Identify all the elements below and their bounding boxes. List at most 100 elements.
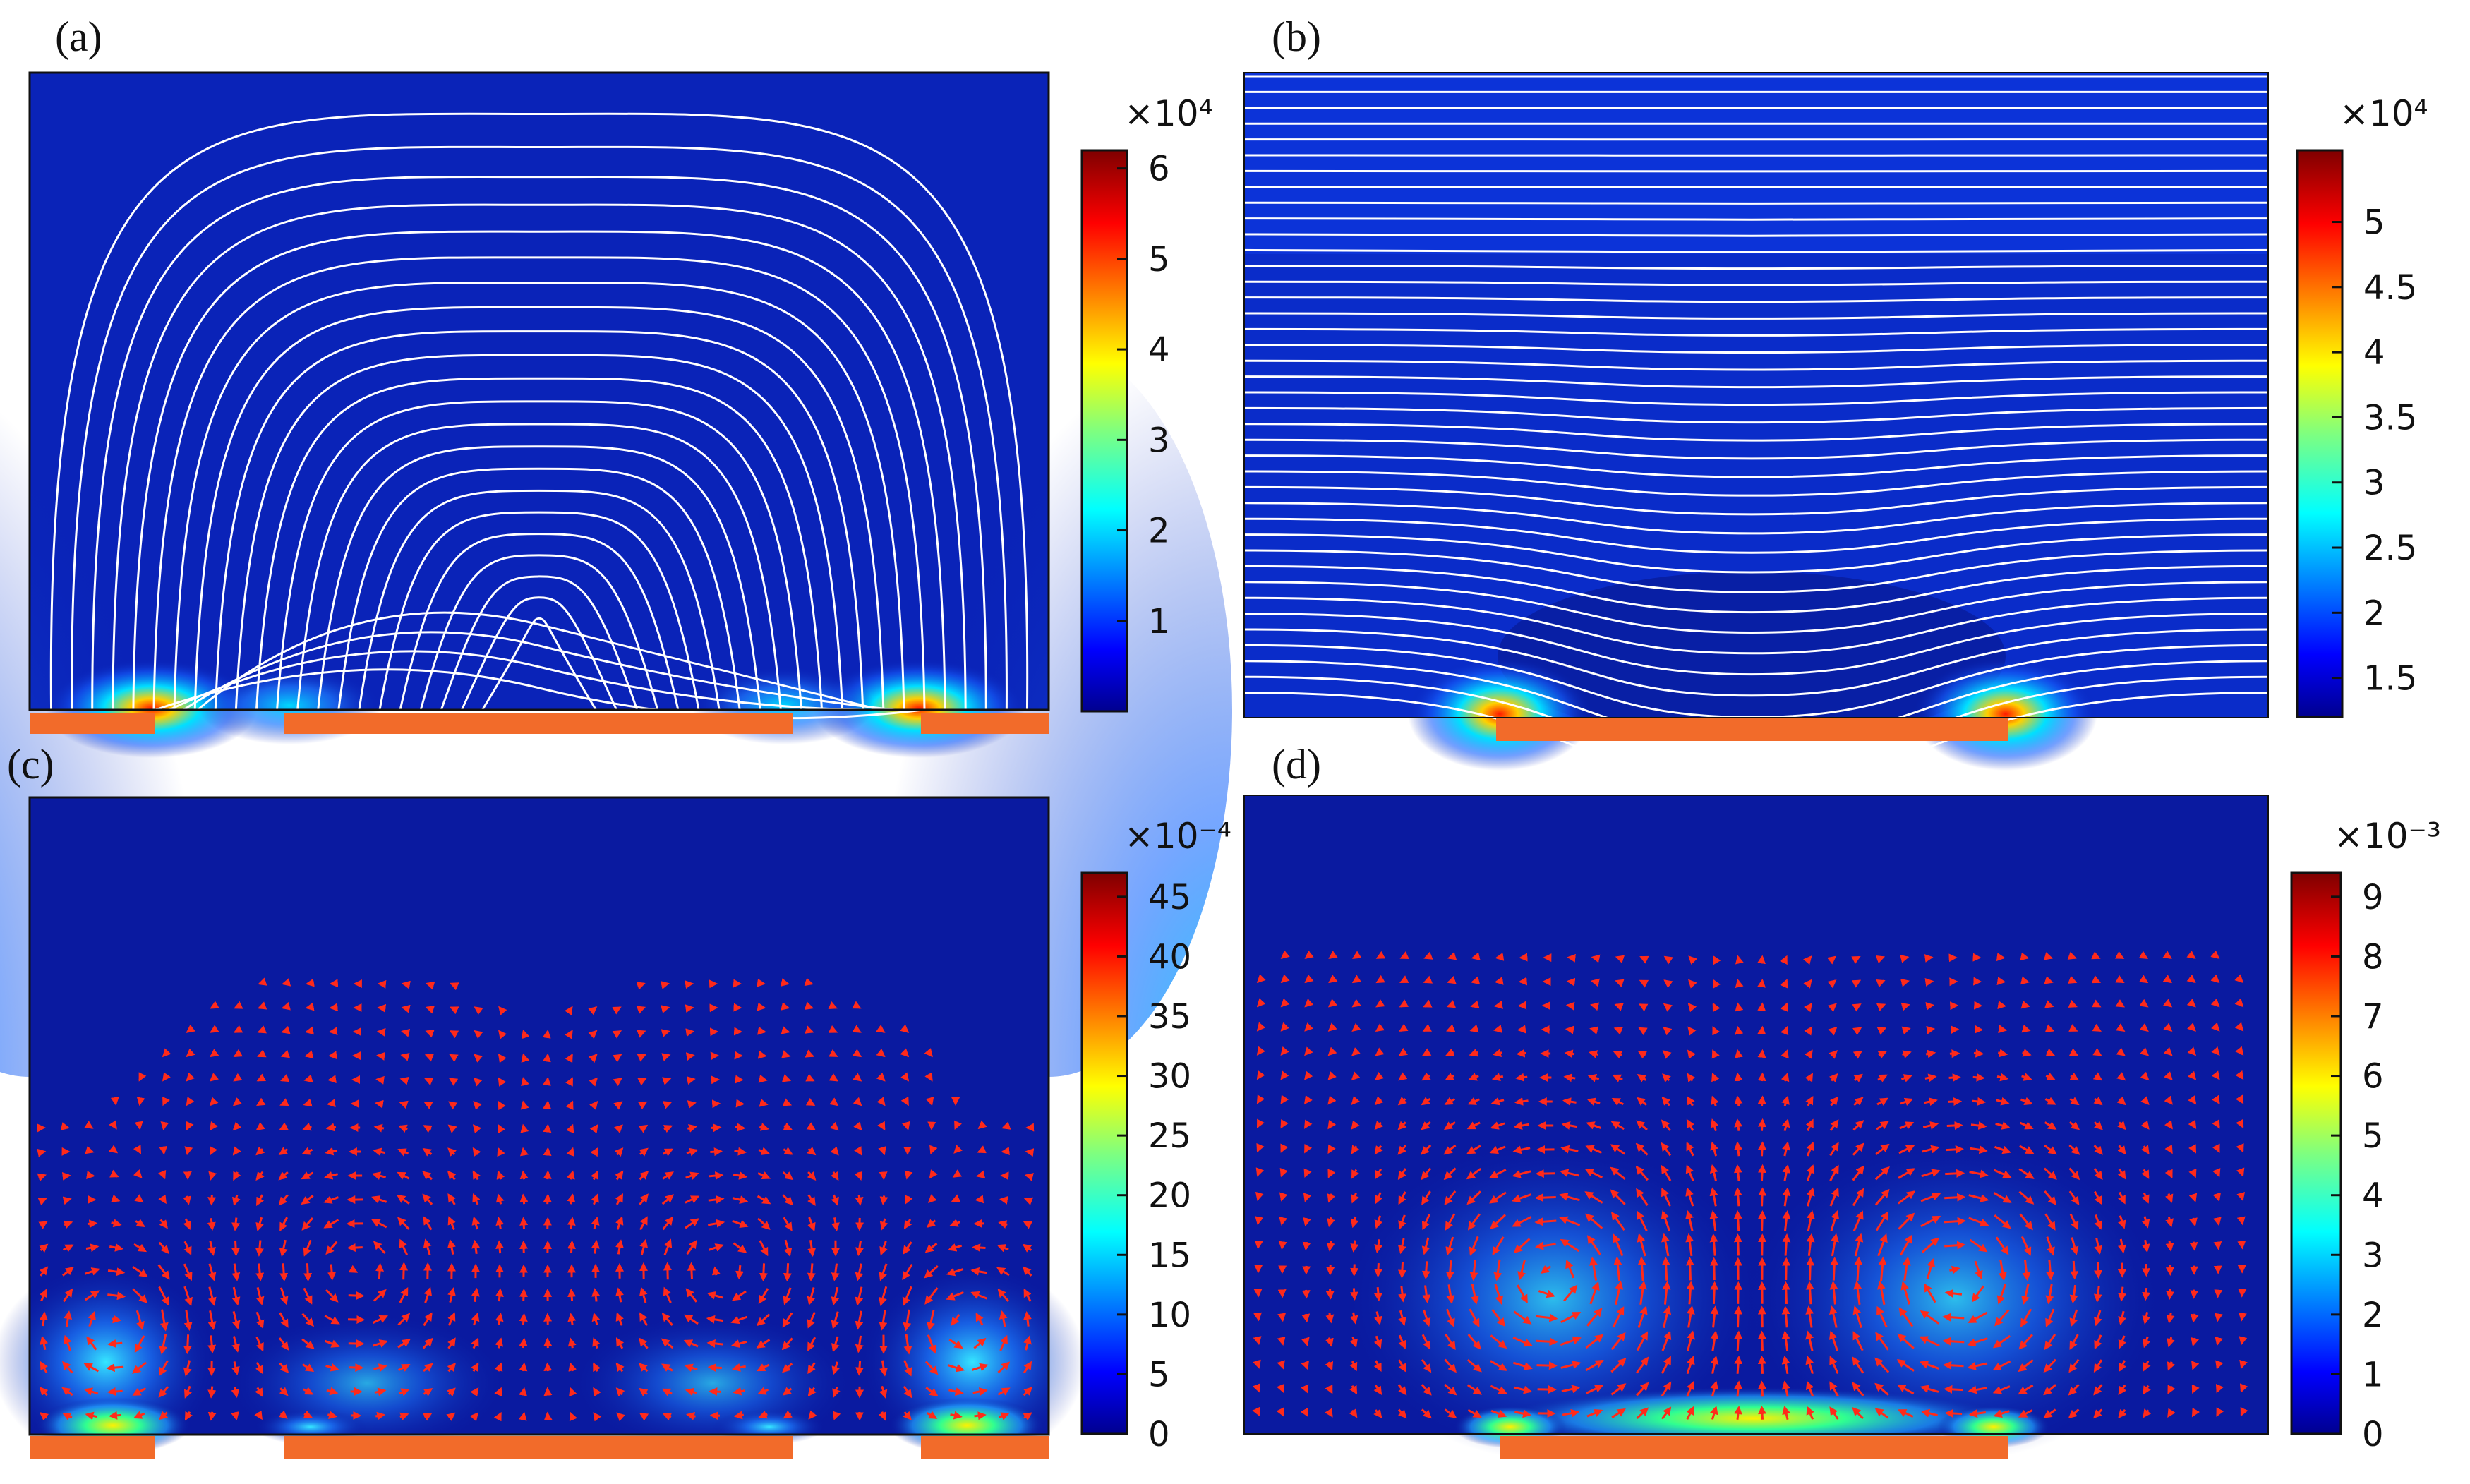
velocity-arrow: [782, 1387, 793, 1396]
velocity-arrow: [807, 1287, 816, 1305]
velocity-arrow: [831, 1286, 840, 1306]
velocity-arrow: [1615, 955, 1625, 964]
velocity-arrow: [231, 1361, 240, 1375]
velocity-arrow: [637, 1078, 647, 1086]
velocity-arrow: [2164, 1144, 2173, 1154]
velocity-arrow: [1710, 1118, 1719, 1132]
velocity-arrow: [2068, 1024, 2078, 1032]
velocity-arrow: [1993, 1192, 2012, 1203]
velocity-arrow: [807, 1387, 817, 1397]
velocity-arrow: [470, 1387, 479, 1397]
panel-label-a: (a): [55, 13, 102, 60]
velocity-arrow: [1944, 1217, 1966, 1226]
velocity-arrow: [1446, 1284, 1455, 1305]
colorbar-gradient: [1080, 871, 1128, 1435]
colorbar-c: ×10⁻⁴ 0 5 10 15 20 25 30 35 40 45: [1080, 816, 1231, 1454]
velocity-arrow: [1685, 1233, 1694, 1257]
velocity-arrow: [255, 1311, 265, 1329]
velocity-arrow: [371, 1219, 387, 1229]
colorbar-exponent: ×10⁻³: [2334, 816, 2441, 857]
velocity-arrow: [256, 1073, 267, 1082]
velocity-arrow: [424, 1078, 434, 1086]
velocity-arrow: [1421, 1167, 1432, 1181]
velocity-arrow: [1351, 1169, 1359, 1179]
velocity-arrow: [2163, 1046, 2173, 1056]
velocity-arrow: [2020, 1000, 2030, 1009]
velocity-arrow: [325, 1363, 339, 1372]
velocity-arrow: [1924, 1073, 1937, 1082]
velocity-arrow: [1709, 1187, 1718, 1207]
velocity-arrow: [1515, 1073, 1528, 1082]
velocity-arrow: [831, 1311, 840, 1329]
velocity-arrow: [1853, 1097, 1864, 1106]
velocity-arrow: [1303, 1095, 1313, 1105]
velocity-arrow: [759, 1098, 769, 1107]
velocity-arrow: [208, 1171, 217, 1181]
velocity-arrow: [132, 1288, 148, 1304]
velocity-arrow: [589, 1077, 598, 1087]
velocity-arrow: [947, 1363, 965, 1373]
streamline: [1243, 391, 2269, 406]
velocity-arrow: [1256, 1118, 1265, 1128]
velocity-arrow: [1876, 1003, 1886, 1011]
velocity-arrow: [374, 1387, 387, 1396]
velocity-arrow: [1023, 1387, 1033, 1396]
velocity-arrow: [1712, 1025, 1721, 1036]
velocity-arrow: [974, 1411, 987, 1420]
velocity-arrow: [1944, 1241, 1966, 1250]
streamline: [71, 145, 1008, 711]
velocity-arrow: [685, 1387, 697, 1396]
velocity-arrow: [997, 1361, 1011, 1374]
velocity-arrow: [1781, 1281, 1790, 1304]
velocity-arrow: [1375, 999, 1385, 1008]
velocity-arrow: [783, 1263, 792, 1282]
velocity-arrow: [62, 1412, 73, 1420]
velocity-arrow: [278, 1410, 288, 1419]
velocity-arrow: [2116, 1096, 2126, 1106]
velocity-arrow: [1713, 955, 1721, 965]
velocity-arrow: [2069, 1214, 2079, 1231]
velocity-arrow: [1280, 1022, 1290, 1032]
velocity-arrow: [661, 1388, 673, 1396]
colorbar-tick-label: 9: [2362, 878, 2384, 917]
velocity-arrow: [1733, 1210, 1742, 1231]
velocity-arrow: [758, 1288, 769, 1305]
velocity-arrow: [1874, 1166, 1890, 1181]
velocity-arrow: [879, 1218, 888, 1231]
velocity-arrow: [1256, 1142, 1265, 1153]
velocity-arrow: [2189, 1241, 2198, 1251]
colorbar-tick-label: 25: [1148, 1116, 1191, 1156]
velocity-arrow: [783, 1217, 793, 1231]
velocity-arrow: [1565, 1025, 1574, 1034]
velocity-arrow: [567, 1217, 576, 1229]
velocity-arrow: [2141, 1263, 2150, 1277]
velocity-arrow: [1757, 1141, 1766, 1157]
velocity-arrow: [997, 1387, 1011, 1396]
velocity-arrow: [1968, 1217, 1989, 1227]
velocity-arrow: [64, 1310, 73, 1327]
velocity-arrow: [591, 1240, 600, 1254]
velocity-arrow: [232, 1097, 243, 1106]
velocity-arrow: [1897, 1190, 1916, 1205]
velocity-arrow: [2092, 1023, 2102, 1032]
velocity-arrow: [1303, 1193, 1312, 1202]
streamline: [1243, 628, 2269, 697]
velocity-arrow: [592, 1337, 601, 1349]
velocity-arrow: [1829, 1096, 1839, 1106]
streamline: [296, 423, 782, 711]
velocity-arrow: [1610, 1166, 1626, 1181]
velocity-arrow: [1612, 1074, 1623, 1082]
velocity-arrow: [1852, 1142, 1864, 1156]
velocity-arrow: [615, 1170, 624, 1181]
velocity-arrow: [1639, 1003, 1649, 1012]
velocity-arrow: [854, 1171, 863, 1181]
velocity-arrow: [1661, 1256, 1670, 1281]
colorbar-tick-label: 1.5: [2363, 659, 2417, 699]
velocity-arrow: [1256, 1070, 1265, 1080]
electrode: [921, 1436, 1049, 1459]
velocity-arrow: [730, 1315, 747, 1325]
velocity-arrow: [1374, 1168, 1383, 1180]
velocity-arrow: [829, 1073, 838, 1082]
velocity-arrow: [280, 1073, 290, 1082]
velocity-arrow: [1902, 1050, 1912, 1058]
